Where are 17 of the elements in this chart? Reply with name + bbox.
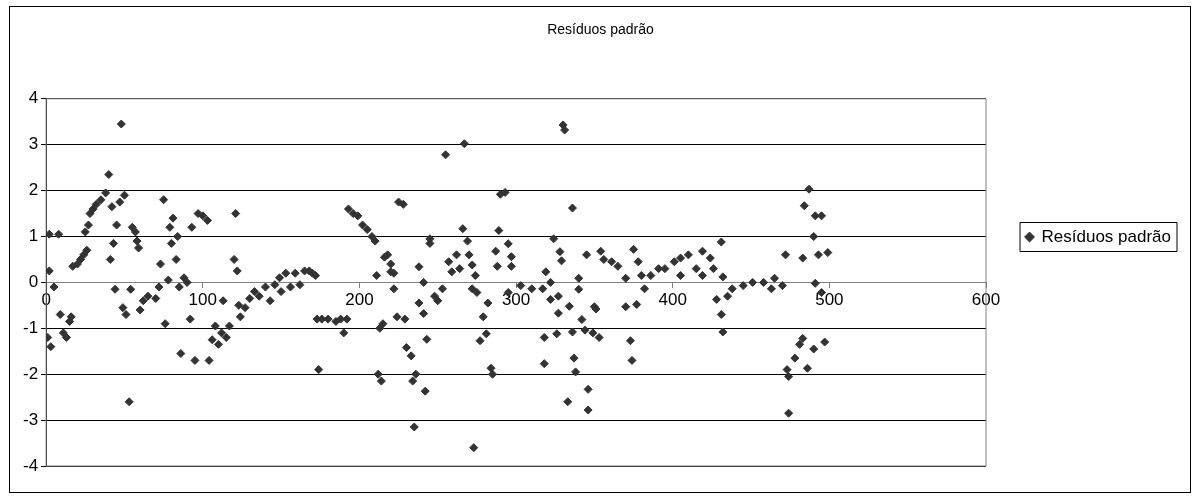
x-tick-label: 100 [188,290,217,310]
y-tick-label: 1 [28,226,39,246]
y-tick-label: 3 [28,134,39,154]
x-tick-label: 600 [971,290,1001,310]
y-tick-label: -2 [22,363,39,383]
x-tick-label: 300 [501,290,531,310]
x-tick-label: 200 [345,290,374,310]
legend-label: Resíduos padrão [1041,226,1172,246]
x-tick-label: 400 [658,290,687,310]
y-tick-label: -4 [22,455,39,475]
x-tick-label: 500 [815,290,844,310]
y-tick-label: 0 [28,272,39,292]
y-tick-label: 2 [28,180,39,200]
chart-title: Resíduos padrão [547,21,655,38]
y-tick-label: -1 [22,317,39,337]
y-tick-label: 4 [28,88,39,108]
y-tick-label: -3 [22,409,39,429]
